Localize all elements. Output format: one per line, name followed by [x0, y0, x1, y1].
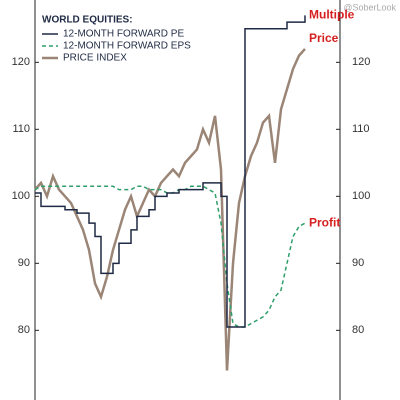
legend-label: 12-MONTH FORWARD EPS: [63, 41, 191, 52]
y-tick-label: 100: [12, 190, 30, 202]
y-tick-label: 110: [12, 123, 30, 135]
y2-tick-label: 110: [352, 123, 370, 135]
annotation: Multiple: [309, 8, 355, 22]
legend-label: 12-MONTH FORWARD PE: [63, 29, 184, 40]
legend-label: PRICE INDEX: [63, 53, 127, 64]
series-line: [34, 185, 306, 328]
y-tick-label: 120: [12, 56, 30, 68]
legend-title: WORLD EQUITIES:: [42, 15, 133, 26]
y-tick-label: 90: [18, 257, 30, 269]
y2-tick-label: 120: [352, 56, 370, 68]
y2-tick-label: 100: [352, 190, 370, 202]
annotation: Profit: [309, 215, 340, 229]
y-tick-label: 80: [18, 324, 30, 336]
y2-tick-label: 90: [352, 257, 364, 269]
y2-tick-label: 80: [352, 324, 364, 336]
annotation: Price: [309, 31, 339, 45]
series-line: [35, 15, 306, 328]
series-line: [34, 48, 306, 371]
watermark: @SoberLook: [343, 2, 396, 12]
